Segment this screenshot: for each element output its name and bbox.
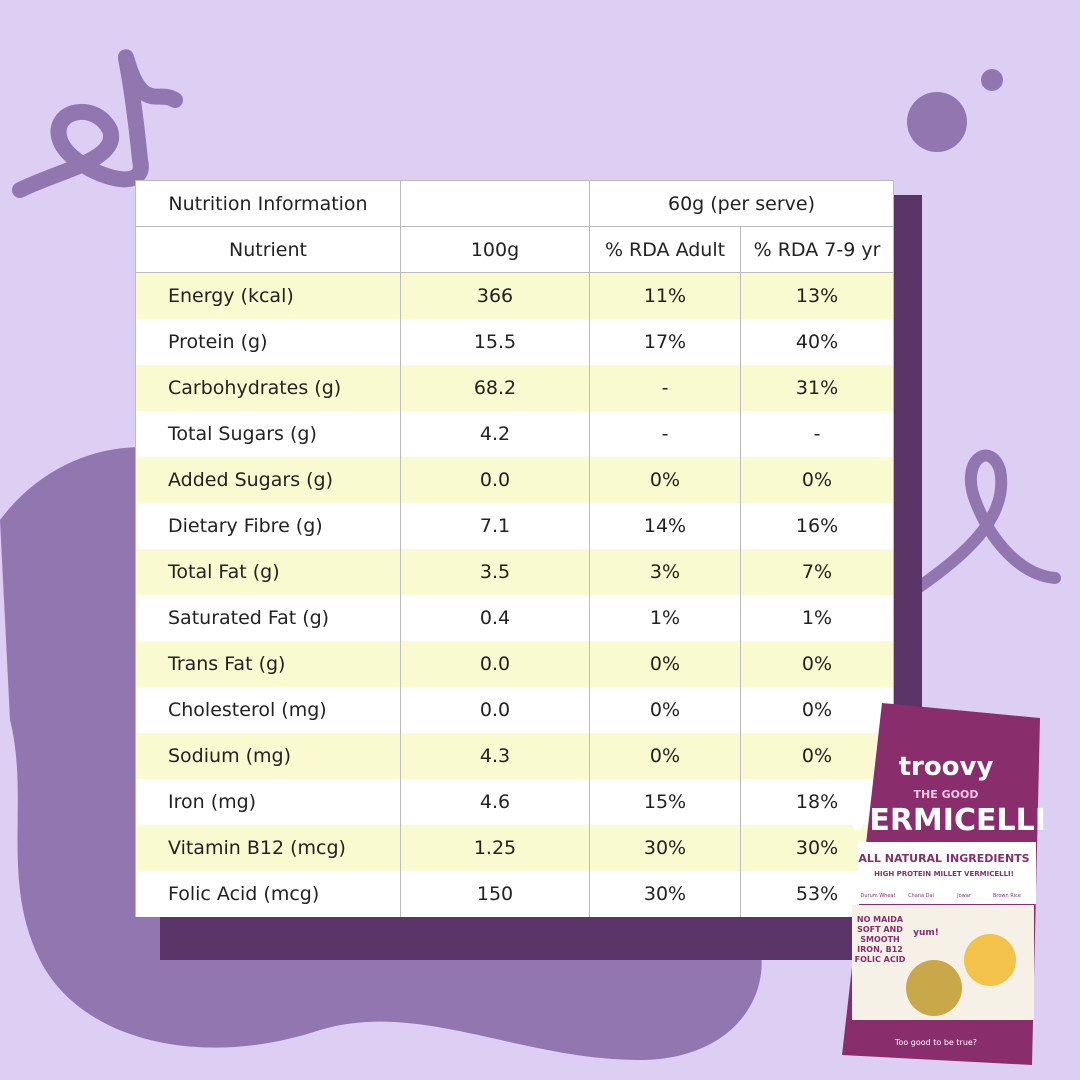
nutrient-value: 0.0	[400, 687, 590, 733]
nutrient-value: 7%	[739, 549, 895, 595]
column-header: % RDA 7-9 yr	[739, 226, 895, 273]
product-name: VERMICELLI	[846, 803, 1046, 838]
banner: ALL NATURAL INGREDIENTS	[858, 852, 1029, 865]
table-row: Sodium (mg) 4.3 0% 0%	[135, 733, 895, 779]
nutrient-value: 16%	[739, 503, 895, 549]
table-row: Trans Fat (g) 0.0 0% 0%	[135, 641, 895, 687]
nutrient-value: 4.2	[400, 411, 590, 457]
nutrient-name: Total Sugars (g)	[135, 411, 401, 457]
nutrition-table: Nutrition Information 60g (per serve) Nu…	[135, 180, 895, 917]
serve-header: 60g (per serve)	[588, 180, 895, 227]
nutrient-value: 15%	[589, 779, 741, 825]
table-row: Folic Acid (mcg) 150 30% 53%	[135, 871, 895, 917]
nutrient-name: Added Sugars (g)	[135, 457, 401, 503]
package-text: troovy THE GOOD VERMICELLI ALL NATURAL INGR…	[846, 752, 1046, 1047]
table-row: Carbohydrates (g) 68.2-31%	[135, 365, 895, 411]
nutrient-value: 30%	[589, 825, 741, 871]
nutrient-name: Dietary Fibre (g)	[135, 503, 401, 549]
claim: SOFT AND	[857, 925, 903, 934]
nutrient-value: -	[589, 411, 741, 457]
nutrient-value: 0%	[589, 687, 741, 733]
nutrient-value: -	[589, 365, 741, 411]
table-row: Saturated Fat (g) 0.4 1% 1%	[135, 595, 895, 641]
nutrient-value: 40%	[739, 319, 895, 365]
nutrient-value: 366	[400, 272, 590, 319]
nutrient-value: 1%	[739, 595, 895, 641]
table-row: Total Sugars (g) 4.2- -	[135, 411, 895, 457]
subbanner: HIGH PROTEIN MILLET VERMICELLI!	[874, 870, 1014, 878]
brand: troovy	[899, 752, 994, 782]
mascot	[964, 934, 1016, 986]
nutrient-value: 0.0	[400, 641, 590, 687]
dot	[981, 69, 1003, 91]
column-header-row: Nutrient 100g% RDA Adult% RDA 7-9 yr	[135, 226, 895, 273]
nutrient-value: 0%	[739, 457, 895, 503]
nutrient-name: Saturated Fat (g)	[135, 595, 401, 641]
ingredient: Brown Rice	[993, 893, 1021, 899]
scribble	[894, 449, 1061, 606]
badge: yum!	[913, 928, 939, 938]
column-header: % RDA Adult	[589, 226, 741, 273]
nutrient-value: 4.3	[400, 733, 590, 779]
nutrient-name: Cholesterol (mg)	[135, 687, 401, 733]
nutrient-value: 3%	[589, 549, 741, 595]
tagline: THE GOOD	[914, 788, 979, 801]
nutrient-value: 18%	[739, 779, 895, 825]
nutrient-value: 0%	[589, 641, 741, 687]
nutrient-value: 0.0	[400, 457, 590, 503]
empty-cell	[400, 180, 590, 227]
nutrient-value: 14%	[589, 503, 741, 549]
table-row: Added Sugars (g) 0.0 0% 0%	[135, 457, 895, 503]
nutrient-value: 1.25	[400, 825, 590, 871]
nutrient-value: 7.1	[400, 503, 590, 549]
nutrient-value: 15.5	[400, 319, 590, 365]
nutrient-value: 31%	[739, 365, 895, 411]
nutrient-name: Iron (mg)	[135, 779, 401, 825]
claim: FOLIC ACID	[855, 955, 906, 964]
table-row: Cholesterol (mg) 0.0 0% 0%	[135, 687, 895, 733]
nutrient-name: Carbohydrates (g)	[135, 365, 401, 411]
bowl	[906, 960, 962, 1016]
nutrient-value: 0%	[739, 641, 895, 687]
claim: NO MAIDA	[857, 915, 904, 924]
nutrient-value: 0.4	[400, 595, 590, 641]
nutrient-value: 1%	[589, 595, 741, 641]
nutrient-value: 30%	[589, 871, 741, 917]
dot	[907, 92, 967, 152]
package-panel	[858, 842, 1036, 904]
table-row: Dietary Fibre (g) 7.1 14% 16%	[135, 503, 895, 549]
claim: IRON, B12	[857, 945, 903, 954]
nutrient-value: 150	[400, 871, 590, 917]
nutrient-value: 0%	[739, 687, 895, 733]
footer: Too good to be true?	[894, 1038, 977, 1047]
ingredient: Chana Dal	[908, 893, 934, 899]
nutrient-name: Vitamin B12 (mcg)	[135, 825, 401, 871]
table-body: Nutrition Information 60g (per serve) Nu…	[135, 180, 895, 917]
nutrient-value: 17%	[589, 319, 741, 365]
table-row: Iron (mg) 4.6 15% 18%	[135, 779, 895, 825]
ingredient: Durum Wheat	[861, 893, 896, 899]
table-row: Total Fat (g) 3.5 3% 7%	[135, 549, 895, 595]
column-header: Nutrient	[135, 226, 401, 273]
scribble	[12, 49, 183, 198]
nutrient-value: 13%	[739, 272, 895, 319]
ingredient: Jowar	[956, 893, 972, 899]
nutrient-value: -	[739, 411, 895, 457]
nutrient-value: 0%	[589, 733, 741, 779]
claim: SMOOTH	[860, 935, 899, 944]
nutrient-name: Protein (g)	[135, 319, 401, 365]
nutrient-name: Folic Acid (mcg)	[135, 871, 401, 917]
table-row: Protein (g) 15.5 17% 40%	[135, 319, 895, 365]
nutrient-name: Sodium (mg)	[135, 733, 401, 779]
column-header: 100g	[400, 226, 590, 273]
nutrient-name: Trans Fat (g)	[135, 641, 401, 687]
table-row: Energy (kcal) 366 11% 13%	[135, 272, 895, 319]
nutrient-value: 0%	[589, 457, 741, 503]
nutrient-name: Total Fat (g)	[135, 549, 401, 595]
nutrient-name: Energy (kcal)	[135, 272, 401, 319]
nutrient-value: 11%	[589, 272, 741, 319]
nutrient-value: 0%	[739, 733, 895, 779]
